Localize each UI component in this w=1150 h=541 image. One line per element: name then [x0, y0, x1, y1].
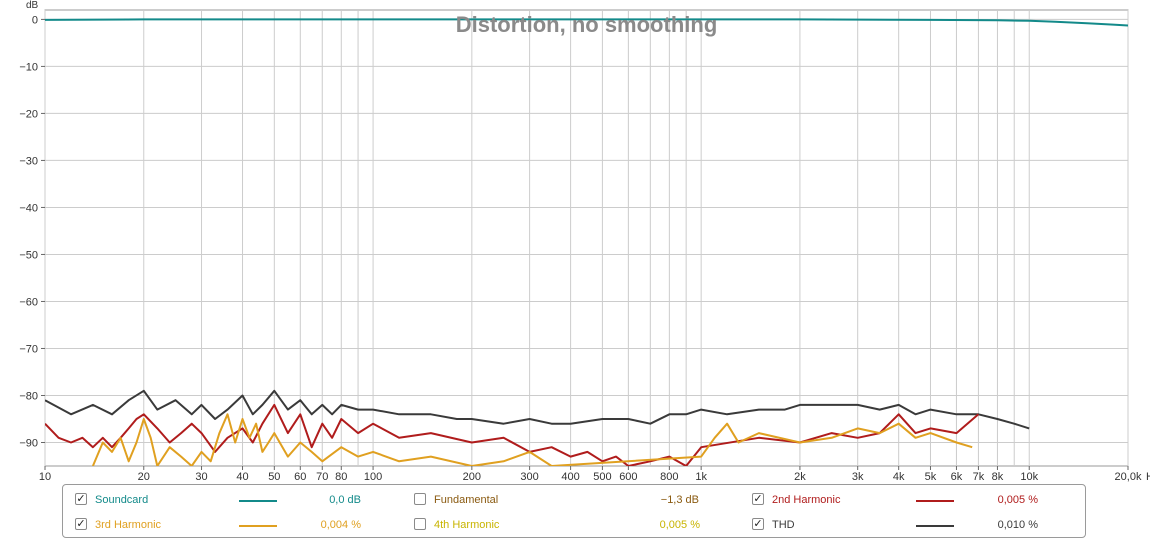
- x-tick-label: 7k: [973, 471, 985, 483]
- plot-area: [44, 9, 1129, 467]
- y-tick-label: −80: [19, 390, 38, 402]
- legend-label-fundamental: Fundamental: [434, 494, 499, 506]
- x-tick-label: 300: [520, 471, 538, 483]
- x-axis-label: Hz: [1146, 471, 1150, 483]
- legend-item-4th-harmonic[interactable]: 4th Harmonic 0,005 %: [414, 517, 714, 533]
- legend-label-soundcard: Soundcard: [95, 494, 149, 506]
- x-tick-label: 200: [463, 471, 481, 483]
- legend-item-thd[interactable]: ✓ THD 0,010 %: [752, 517, 1052, 533]
- y-tick-label: −30: [19, 155, 38, 167]
- x-tick-label: 3k: [852, 471, 864, 483]
- x-tick-label: 70: [316, 471, 328, 483]
- x-tick-label: 50: [268, 471, 280, 483]
- series-layer: [45, 18, 1128, 466]
- axis-ticks: 0 −10 −20 −30 −40 −50 −60 −70 −80 −90 dB 10 20 30 40 50…: [19, 0, 1150, 483]
- x-tick-label: 30: [195, 471, 207, 483]
- x-tick-label: 2k: [794, 471, 806, 483]
- series-3rd-harmonic: [91, 413, 973, 466]
- x-tick-label: 500: [593, 471, 611, 483]
- x-tick-label: 40: [236, 471, 248, 483]
- x-tick-label: 10k: [1020, 471, 1038, 483]
- x-tick-label: 60: [294, 471, 306, 483]
- legend-label-3rd-harmonic: 3rd Harmonic: [95, 519, 162, 531]
- x-tick-label: 80: [335, 471, 347, 483]
- distortion-chart: 0 −10 −20 −30 −40 −50 −60 −70 −80 −90 dB 10 20 30 40 50…: [19, 0, 1150, 483]
- legend-label-2nd-harmonic: 2nd Harmonic: [772, 494, 841, 506]
- x-tick-label: 4k: [893, 471, 905, 483]
- legend-value-thd: 0,010 %: [997, 519, 1038, 531]
- legend-value-3rd-harmonic: 0,004 %: [320, 519, 361, 531]
- x-tick-label: 10: [39, 471, 51, 483]
- checkbox-2nd-harmonic[interactable]: ✓: [752, 493, 764, 505]
- legend-item-fundamental[interactable]: Fundamental −1,3 dB: [414, 492, 714, 508]
- legend-item-soundcard[interactable]: ✓ Soundcard 0,0 dB: [75, 492, 375, 508]
- y-tick-label: −50: [19, 249, 38, 261]
- y-tick-label: −90: [19, 437, 38, 449]
- checkbox-4th-harmonic[interactable]: [414, 518, 426, 530]
- y-tick-label: −60: [19, 296, 38, 308]
- checkbox-fundamental[interactable]: [414, 493, 426, 505]
- y-tick-label: −10: [19, 61, 38, 73]
- x-tick-label: 20: [138, 471, 150, 483]
- y-tick-label: −20: [19, 108, 38, 120]
- series-thd: [45, 389, 1030, 430]
- legend-value-soundcard: 0,0 dB: [329, 494, 361, 506]
- series-2nd-harmonic: [45, 403, 980, 466]
- legend-swatch-2nd-harmonic: [916, 500, 954, 502]
- x-tick-label: 8k: [992, 471, 1004, 483]
- checkbox-3rd-harmonic[interactable]: ✓: [75, 518, 87, 530]
- checkbox-soundcard[interactable]: ✓: [75, 493, 87, 505]
- checkbox-thd[interactable]: ✓: [752, 518, 764, 530]
- title-group: Distortion, no smoothing: [456, 12, 718, 37]
- chart-title: Distortion, no smoothing: [456, 12, 718, 37]
- legend-value-2nd-harmonic: 0,005 %: [997, 494, 1038, 506]
- x-tick-label: 600: [619, 471, 637, 483]
- legend-value-4th-harmonic: 0,005 %: [659, 519, 700, 531]
- legend-swatch-soundcard: [239, 500, 277, 502]
- y-tick-label: −40: [19, 202, 38, 214]
- legend-swatch-thd: [916, 525, 954, 527]
- x-tick-label: 5k: [925, 471, 937, 483]
- x-tick-label: 6k: [951, 471, 963, 483]
- legend-value-fundamental: −1,3 dB: [660, 494, 699, 506]
- x-tick-label: 100: [364, 471, 382, 483]
- x-tick-label: 400: [561, 471, 579, 483]
- legend-swatch-3rd-harmonic: [239, 525, 277, 527]
- legend-item-2nd-harmonic[interactable]: ✓ 2nd Harmonic 0,005 %: [752, 492, 1052, 508]
- x-tick-label: 800: [660, 471, 678, 483]
- y-tick-label: 0: [32, 14, 38, 26]
- y-tick-label: −70: [19, 343, 38, 355]
- legend-panel: ✓ Soundcard 0,0 dB Fundamental −1,3 dB ✓…: [62, 484, 1086, 538]
- y-axis-label: dB: [26, 0, 39, 11]
- legend-label-thd: THD: [772, 519, 795, 531]
- x-tick-label: 20,0k: [1115, 471, 1142, 483]
- legend-item-3rd-harmonic[interactable]: ✓ 3rd Harmonic 0,004 %: [75, 517, 375, 533]
- grid: [44, 9, 1129, 467]
- series-soundcard: [45, 18, 1128, 27]
- x-tick-label: 1k: [695, 471, 707, 483]
- legend-label-4th-harmonic: 4th Harmonic: [434, 519, 500, 531]
